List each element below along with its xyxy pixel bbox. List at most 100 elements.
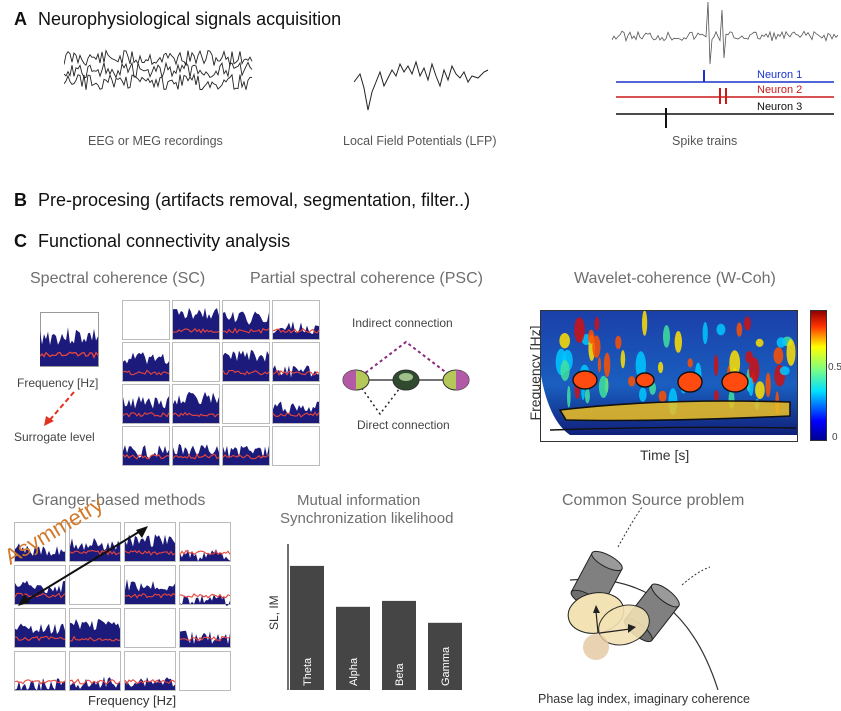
wcoh-blob: [773, 347, 784, 365]
mi-bar-gamma: [428, 622, 462, 690]
spike-trains: [612, 1, 839, 128]
wcoh-significant-region: [572, 370, 598, 390]
wcoh-blob: [687, 358, 693, 368]
wcoh-blob: [628, 376, 636, 387]
lfp-caption: Local Field Potentials (LFP): [343, 134, 497, 148]
wcoh-blob: [729, 350, 741, 377]
wcoh-blob: [560, 360, 570, 381]
mi-bar-label-beta: Beta: [394, 662, 406, 686]
wcoh-colorbar: [810, 310, 827, 441]
section-c-title: Functional connectivity analysis: [38, 231, 291, 251]
indirect-connection-label: Indirect connection: [352, 316, 453, 330]
matrix-cell: [69, 608, 121, 648]
sc-single-spectrum: [40, 312, 99, 367]
wcoh-blob: [559, 333, 570, 349]
asymmetry-arrow: [18, 526, 148, 606]
wcoh-blob: [574, 317, 585, 343]
wcoh-blob: [663, 325, 670, 348]
wcoh-blob: [594, 316, 600, 331]
wcoh-significant-region: [677, 371, 703, 393]
wcoh-blob: [716, 323, 726, 336]
wcoh-blob: [658, 390, 667, 402]
section-a-title: Neurophysiological signals acquisition: [38, 9, 342, 29]
matrix-cell: [272, 384, 320, 424]
neuron-1-label: Neuron 1: [757, 69, 803, 81]
common-source-caption: Phase lag index, imaginary coherence: [538, 692, 750, 706]
lfp-trace: [353, 60, 489, 111]
neuron-3-label: Neuron 3: [757, 101, 803, 113]
mi-bar-chart: Theta Alpha Beta Gamma SL, IM: [267, 544, 462, 690]
wcoh-blob: [755, 338, 764, 347]
matrix-cell: [179, 651, 231, 691]
mi-ylabel: SL, IM: [267, 595, 281, 630]
matrix-cell: [172, 300, 220, 340]
wcoh-blob: [674, 331, 682, 353]
matrix-cell: [124, 608, 176, 648]
mi-bar-theta: [290, 565, 324, 690]
section-a-letter: A: [14, 9, 27, 29]
colorbar-tick-0: 0: [832, 432, 838, 443]
wcoh-blob: [755, 381, 765, 399]
wcoh-heatmap: [540, 310, 798, 442]
eeg-traces: [64, 49, 253, 91]
mi-bar-label-theta: Theta: [302, 657, 314, 686]
wcoh-title: Wavelet-coherence (W-Coh): [574, 270, 776, 287]
wcoh-blob: [620, 350, 626, 369]
matrix-cell: [172, 342, 220, 382]
wcoh-blob: [736, 322, 743, 337]
matrix-cell: [222, 342, 270, 382]
matrix-cell: [222, 384, 270, 424]
wcoh-blob: [598, 375, 609, 398]
matrix-cell: [272, 426, 320, 466]
matrix-cell: [124, 522, 176, 562]
wcoh-blob: [597, 357, 601, 373]
matrix-cell: [272, 300, 320, 340]
wcoh-blob: [786, 339, 796, 366]
section-c-letter: C: [14, 231, 27, 251]
matrix-cell: [122, 300, 170, 340]
matrix-cell: [124, 565, 176, 605]
eeg-caption: EEG or MEG recordings: [88, 134, 223, 148]
section-b-letter: B: [14, 190, 27, 210]
spike-caption: Spike trains: [672, 134, 738, 148]
sc-matrix: [122, 300, 322, 470]
matrix-cell: [14, 608, 66, 648]
psc-title: Partial spectral coherence (PSC): [250, 270, 483, 287]
granger-xlabel: Frequency [Hz]: [88, 693, 177, 708]
surrogate-arrow: [44, 391, 75, 426]
wcoh-xlabel: Time [s]: [640, 447, 690, 463]
sc-frequency-label: Frequency [Hz]: [17, 376, 99, 390]
wcoh-blob: [658, 361, 664, 374]
wcoh-blob: [776, 337, 786, 348]
neuron-2-label: Neuron 2: [757, 84, 803, 96]
section-b-title: Pre-procesing (artifacts removal, segmen…: [38, 190, 471, 210]
wcoh-blob: [744, 316, 751, 331]
mi-title-line2: Synchronization likelihood: [280, 510, 454, 527]
wcoh-blob: [748, 357, 760, 383]
wcoh-blob: [592, 335, 601, 358]
wcoh-blob: [639, 387, 647, 402]
matrix-cell: [14, 651, 66, 691]
matrix-cell: [172, 426, 220, 466]
wcoh-blob: [779, 366, 790, 376]
wcoh-blob: [603, 352, 611, 377]
matrix-cell: [69, 651, 121, 691]
mi-bar-label-gamma: Gamma: [440, 646, 452, 686]
common-source-title: Common Source problem: [562, 492, 745, 509]
wcoh-significant-region: [635, 372, 655, 388]
wcoh-blob: [642, 310, 648, 336]
granger-matrix: [14, 522, 240, 697]
matrix-cell: [222, 300, 270, 340]
matrix-cell: [179, 608, 231, 648]
matrix-cell: [69, 522, 121, 562]
wcoh-significant-region: [721, 371, 749, 393]
matrix-cell: [122, 342, 170, 382]
granger-cell-00-fill: [15, 543, 65, 561]
sc-title: Spectral coherence (SC): [30, 270, 206, 287]
matrix-cell: [122, 426, 170, 466]
mi-bar-beta: [382, 600, 416, 690]
wcoh-blob: [702, 322, 708, 345]
matrix-cell: [272, 342, 320, 382]
matrix-cell: [179, 565, 231, 606]
matrix-cell: [172, 384, 220, 424]
